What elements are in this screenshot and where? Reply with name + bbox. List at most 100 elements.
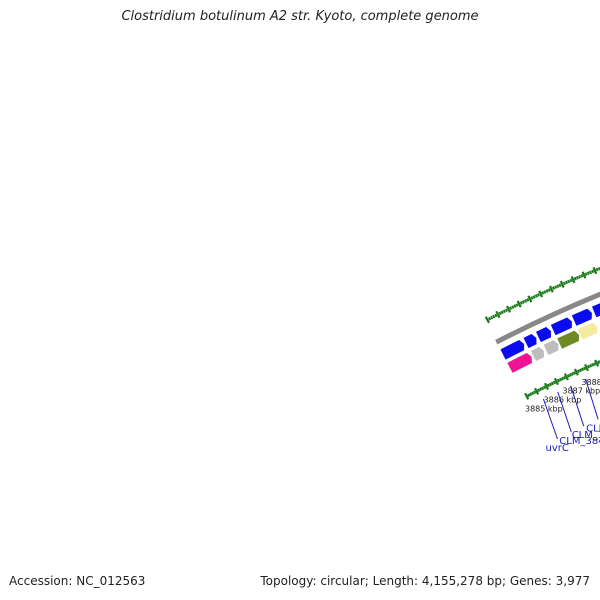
inner-tick-mark xyxy=(589,363,593,368)
inner-tick-mark xyxy=(573,368,579,376)
inner-tick-mark xyxy=(540,386,545,391)
outer-tick-mark xyxy=(584,272,588,276)
outer-tick-mark xyxy=(567,279,571,284)
accession-text: Accession: NC_012563 xyxy=(9,574,146,588)
inner-tick-mark xyxy=(552,380,557,385)
outer-tick-mark xyxy=(516,300,522,308)
outer-tick-mark xyxy=(551,286,556,290)
outer-tick-mark xyxy=(513,304,517,308)
outer-tick-mark xyxy=(569,278,573,283)
genome-summary-text: Topology: circular; Length: 4,155,278 bp… xyxy=(260,574,590,588)
inner-tick-mark xyxy=(562,375,567,380)
outer-tick-mark xyxy=(578,275,582,279)
inner-tick-mark xyxy=(524,392,530,400)
inner-tick-mark xyxy=(570,372,575,376)
outer-tick-mark xyxy=(527,295,533,303)
inner-tick-mark xyxy=(533,390,537,395)
inner-tick-mark xyxy=(582,366,587,371)
inner-tick-mark xyxy=(584,363,590,372)
outer-tick-mark xyxy=(589,270,593,275)
outer-tick-mark xyxy=(515,303,519,307)
inner-tick-mark xyxy=(550,381,555,386)
inner-tick-mark xyxy=(597,360,600,364)
inner-tick-mark xyxy=(591,363,595,367)
scale-label-3885-kbp: 3885 kbp xyxy=(525,405,563,414)
outer-tick-mark xyxy=(524,299,528,303)
inner-tick-mark xyxy=(558,377,563,382)
outer-tick-mark xyxy=(558,283,562,288)
gene-label-leader xyxy=(585,378,599,420)
gene-label-CLM_3845: CLM_3845 xyxy=(586,423,600,434)
outer-tick-mark xyxy=(492,314,496,319)
inner-tick-mark xyxy=(586,364,591,369)
outer-tick-mark xyxy=(591,269,595,274)
outer-tick-mark xyxy=(534,294,538,298)
outer-tick-mark xyxy=(494,313,498,318)
outer-tick-mark xyxy=(498,311,502,316)
dotted-tick-tracks xyxy=(484,266,600,400)
forward-cds-arrow xyxy=(571,307,593,327)
inner-tick-mark xyxy=(594,359,600,367)
inner-tick-mark xyxy=(572,371,577,375)
scale-label-3888-kbp: 3888 kbp xyxy=(581,378,600,387)
gene-label-CLM_3844: CLM_3844 xyxy=(572,430,600,441)
inner-tick-mark xyxy=(593,362,597,366)
inner-tick-mark xyxy=(546,383,551,388)
inner-tick-mark xyxy=(568,373,573,377)
outer-tick-mark xyxy=(543,290,547,294)
inner-tick-mark xyxy=(566,374,571,378)
forward-cds-arrow xyxy=(499,339,525,361)
feature-track xyxy=(506,321,598,374)
outer-tick-mark xyxy=(526,298,530,302)
gene-label-leader xyxy=(570,385,585,427)
outer-tick-mark xyxy=(538,290,544,298)
outer-tick-mark xyxy=(559,280,565,288)
outer-tick-mark xyxy=(509,306,513,310)
inner-tick-mark xyxy=(576,369,581,373)
outer-tick-mark xyxy=(595,267,599,272)
inner-tick-mark xyxy=(548,382,553,387)
inner-tick-mark xyxy=(539,387,543,392)
outer-tick-mark xyxy=(562,281,566,286)
inner-tick-mark xyxy=(556,378,561,383)
outer-tick-mark xyxy=(570,275,576,284)
outer-tick-mark xyxy=(554,285,558,289)
gene-label-uvrC: uvrC xyxy=(546,443,569,454)
gene-label-layer: uvrCCLM_3843CLM_3844CLM_3845CLM_3846CLM_… xyxy=(542,378,600,454)
outer-tick-mark xyxy=(500,310,504,315)
inner-tick-mark xyxy=(544,382,549,390)
inner-tick-mark xyxy=(553,377,559,386)
outer-tick-mark xyxy=(490,315,494,320)
outer-tick-mark xyxy=(504,308,509,313)
inner-tick-mark xyxy=(580,367,585,372)
inner-tick-mark xyxy=(529,392,533,397)
CLM_3846-gene-arrow xyxy=(576,321,598,341)
outer-tick-mark xyxy=(580,274,584,278)
outer-tick-mark xyxy=(548,285,554,293)
outer-tick-mark xyxy=(532,295,536,299)
gene-label-CLM_3843: CLM_3843 xyxy=(559,436,600,447)
scale-label-3886-kbp: 3886 kbp xyxy=(544,395,582,404)
CLM_3843-gene-arrow xyxy=(530,346,545,362)
forward-cds-arrow xyxy=(591,302,600,318)
outer-tick-mark xyxy=(575,275,579,280)
gene-label-leader xyxy=(557,391,572,433)
outer-tick-mark xyxy=(581,271,587,279)
outer-tick-mark xyxy=(565,280,569,285)
outer-tick-mark xyxy=(502,309,506,314)
forward-cds-track xyxy=(499,302,600,361)
outer-tick-mark xyxy=(495,310,501,319)
CLM_3845-gene-arrow xyxy=(556,329,580,350)
inner-tick-mark xyxy=(531,391,535,396)
outer-tick-mark xyxy=(545,289,549,293)
inner-tick-mark xyxy=(537,388,541,393)
genome-backbone-arc xyxy=(495,291,600,345)
outer-tick-mark xyxy=(530,296,534,300)
outer-tick-mark xyxy=(521,300,526,304)
outer-tick-mark xyxy=(519,301,523,305)
outer-tick-mark xyxy=(556,284,560,288)
outer-tick-mark xyxy=(541,291,545,295)
